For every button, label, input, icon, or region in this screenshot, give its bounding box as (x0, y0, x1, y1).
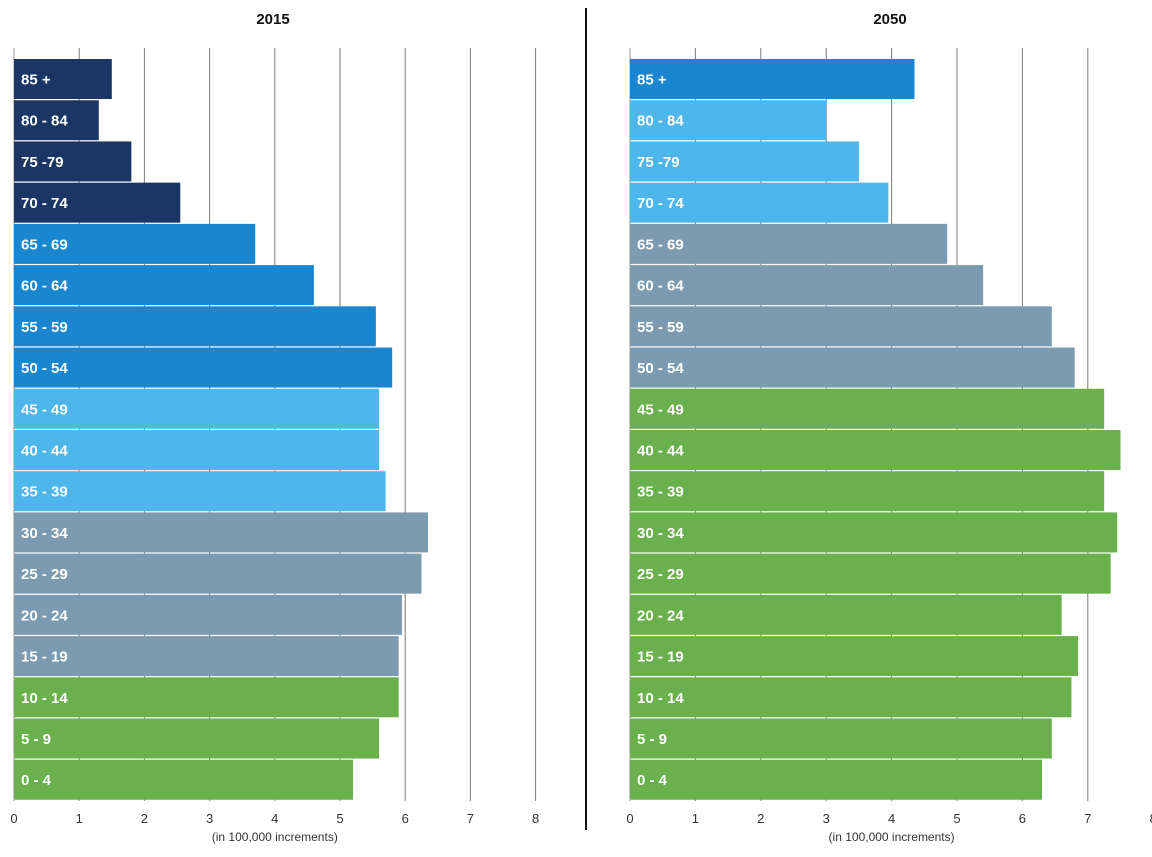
category-label: 85 + (637, 72, 667, 89)
x-tick-label: 5 (953, 811, 960, 826)
bar-45-49 (630, 388, 1105, 429)
x-tick-label: 8 (1150, 811, 1152, 826)
bar-20-24 (14, 594, 402, 635)
bar-40-44 (14, 429, 380, 470)
bar-0-4 (14, 759, 354, 800)
bar-30-34 (14, 512, 429, 553)
category-label: 35 - 39 (21, 484, 68, 501)
category-label: 60 - 64 (21, 278, 68, 295)
chart-2050: 2050 0 1 2 3 4 5 6 7 8 85 + 80 - 84 75 -79 70 - 74 65 … (626, 11, 1152, 844)
bar-70-74 (630, 182, 889, 223)
bar-10-14 (14, 677, 399, 718)
x-tick-label: 3 (206, 811, 213, 826)
category-label: 65 - 69 (637, 236, 684, 253)
bar-55-59 (630, 306, 1052, 347)
bar-40-44 (630, 429, 1121, 470)
category-label: 35 - 39 (637, 484, 684, 501)
x-tick-label: 4 (888, 811, 895, 826)
bar-35-39 (630, 471, 1105, 512)
category-label: 15 - 19 (637, 649, 684, 666)
x-tick-label: 1 (692, 811, 699, 826)
category-label: 5 - 9 (637, 731, 667, 748)
bar-5-9 (630, 718, 1052, 759)
category-label: 30 - 34 (21, 525, 68, 542)
category-label: 55 - 59 (637, 319, 684, 336)
bar-5-9 (14, 718, 380, 759)
category-label: 80 - 84 (637, 113, 684, 130)
category-label: 25 - 29 (21, 566, 68, 583)
category-label: 65 - 69 (21, 236, 68, 253)
x-tick-label: 6 (1019, 811, 1026, 826)
bar-15-19 (630, 636, 1078, 677)
category-label: 80 - 84 (21, 113, 68, 130)
bar-35-39 (14, 471, 386, 512)
bar-0-4 (630, 759, 1043, 800)
chart-2015: 2015 0 1 2 3 4 5 6 7 8 85 + 80 - 84 75 -79 70 - 74 65 … (10, 11, 539, 844)
category-label: 75 -79 (21, 154, 64, 171)
category-label: 25 - 29 (637, 566, 684, 583)
bar-80-84 (14, 100, 99, 141)
bar-65-69 (14, 223, 256, 264)
bar-70-74 (14, 182, 181, 223)
category-label: 45 - 49 (21, 401, 68, 418)
x-tick-label: 7 (467, 811, 474, 826)
chart-title: 2015 (256, 11, 289, 28)
category-label: 5 - 9 (21, 731, 51, 748)
category-label: 60 - 64 (637, 278, 684, 295)
bar-60-64 (630, 265, 984, 306)
chart-title: 2050 (873, 11, 906, 28)
bar-20-24 (630, 594, 1062, 635)
bar-50-54 (14, 347, 393, 388)
bar-15-19 (14, 636, 399, 677)
x-tick-label: 6 (402, 811, 409, 826)
bar-85 (14, 59, 112, 99)
category-label: 55 - 59 (21, 319, 68, 336)
category-label: 70 - 74 (21, 195, 68, 212)
bar-45-49 (14, 388, 380, 429)
category-label: 40 - 44 (637, 442, 684, 459)
category-label: 50 - 54 (637, 360, 684, 377)
x-tick-label: 5 (336, 811, 343, 826)
bar-25-29 (630, 553, 1111, 594)
category-label: 0 - 4 (21, 772, 52, 789)
bar-80-84 (630, 100, 827, 141)
x-axis-label: (in 100,000 increments) (829, 830, 955, 844)
bar-65-69 (630, 223, 948, 264)
category-label: 10 - 14 (21, 690, 68, 707)
bar-75-79 (630, 141, 859, 182)
bar-55-59 (14, 306, 376, 347)
category-label: 45 - 49 (637, 401, 684, 418)
category-label: 85 + (21, 72, 51, 89)
bar-60-64 (14, 265, 314, 306)
category-label: 20 - 24 (21, 607, 68, 624)
bar-10-14 (630, 677, 1072, 718)
category-label: 40 - 44 (21, 442, 68, 459)
category-label: 15 - 19 (21, 649, 68, 666)
x-tick-label: 0 (10, 811, 17, 826)
bar-30-34 (630, 512, 1118, 553)
category-label: 30 - 34 (637, 525, 684, 542)
category-label: 50 - 54 (21, 360, 68, 377)
category-label: 0 - 4 (637, 772, 668, 789)
bar-25-29 (14, 553, 422, 594)
x-tick-label: 7 (1084, 811, 1091, 826)
bar-75-79 (14, 141, 132, 182)
x-tick-label: 4 (271, 811, 278, 826)
bar-50-54 (630, 347, 1075, 388)
x-tick-label: 2 (757, 811, 764, 826)
x-tick-label: 2 (141, 811, 148, 826)
category-label: 70 - 74 (637, 195, 684, 212)
category-label: 10 - 14 (637, 690, 684, 707)
x-axis-label: (in 100,000 increments) (212, 830, 338, 844)
x-tick-label: 0 (626, 811, 633, 826)
category-label: 20 - 24 (637, 607, 684, 624)
bar-85 (630, 59, 915, 99)
x-tick-label: 1 (76, 811, 83, 826)
category-label: 75 -79 (637, 154, 680, 171)
x-tick-label: 8 (532, 811, 539, 826)
x-tick-label: 3 (823, 811, 830, 826)
